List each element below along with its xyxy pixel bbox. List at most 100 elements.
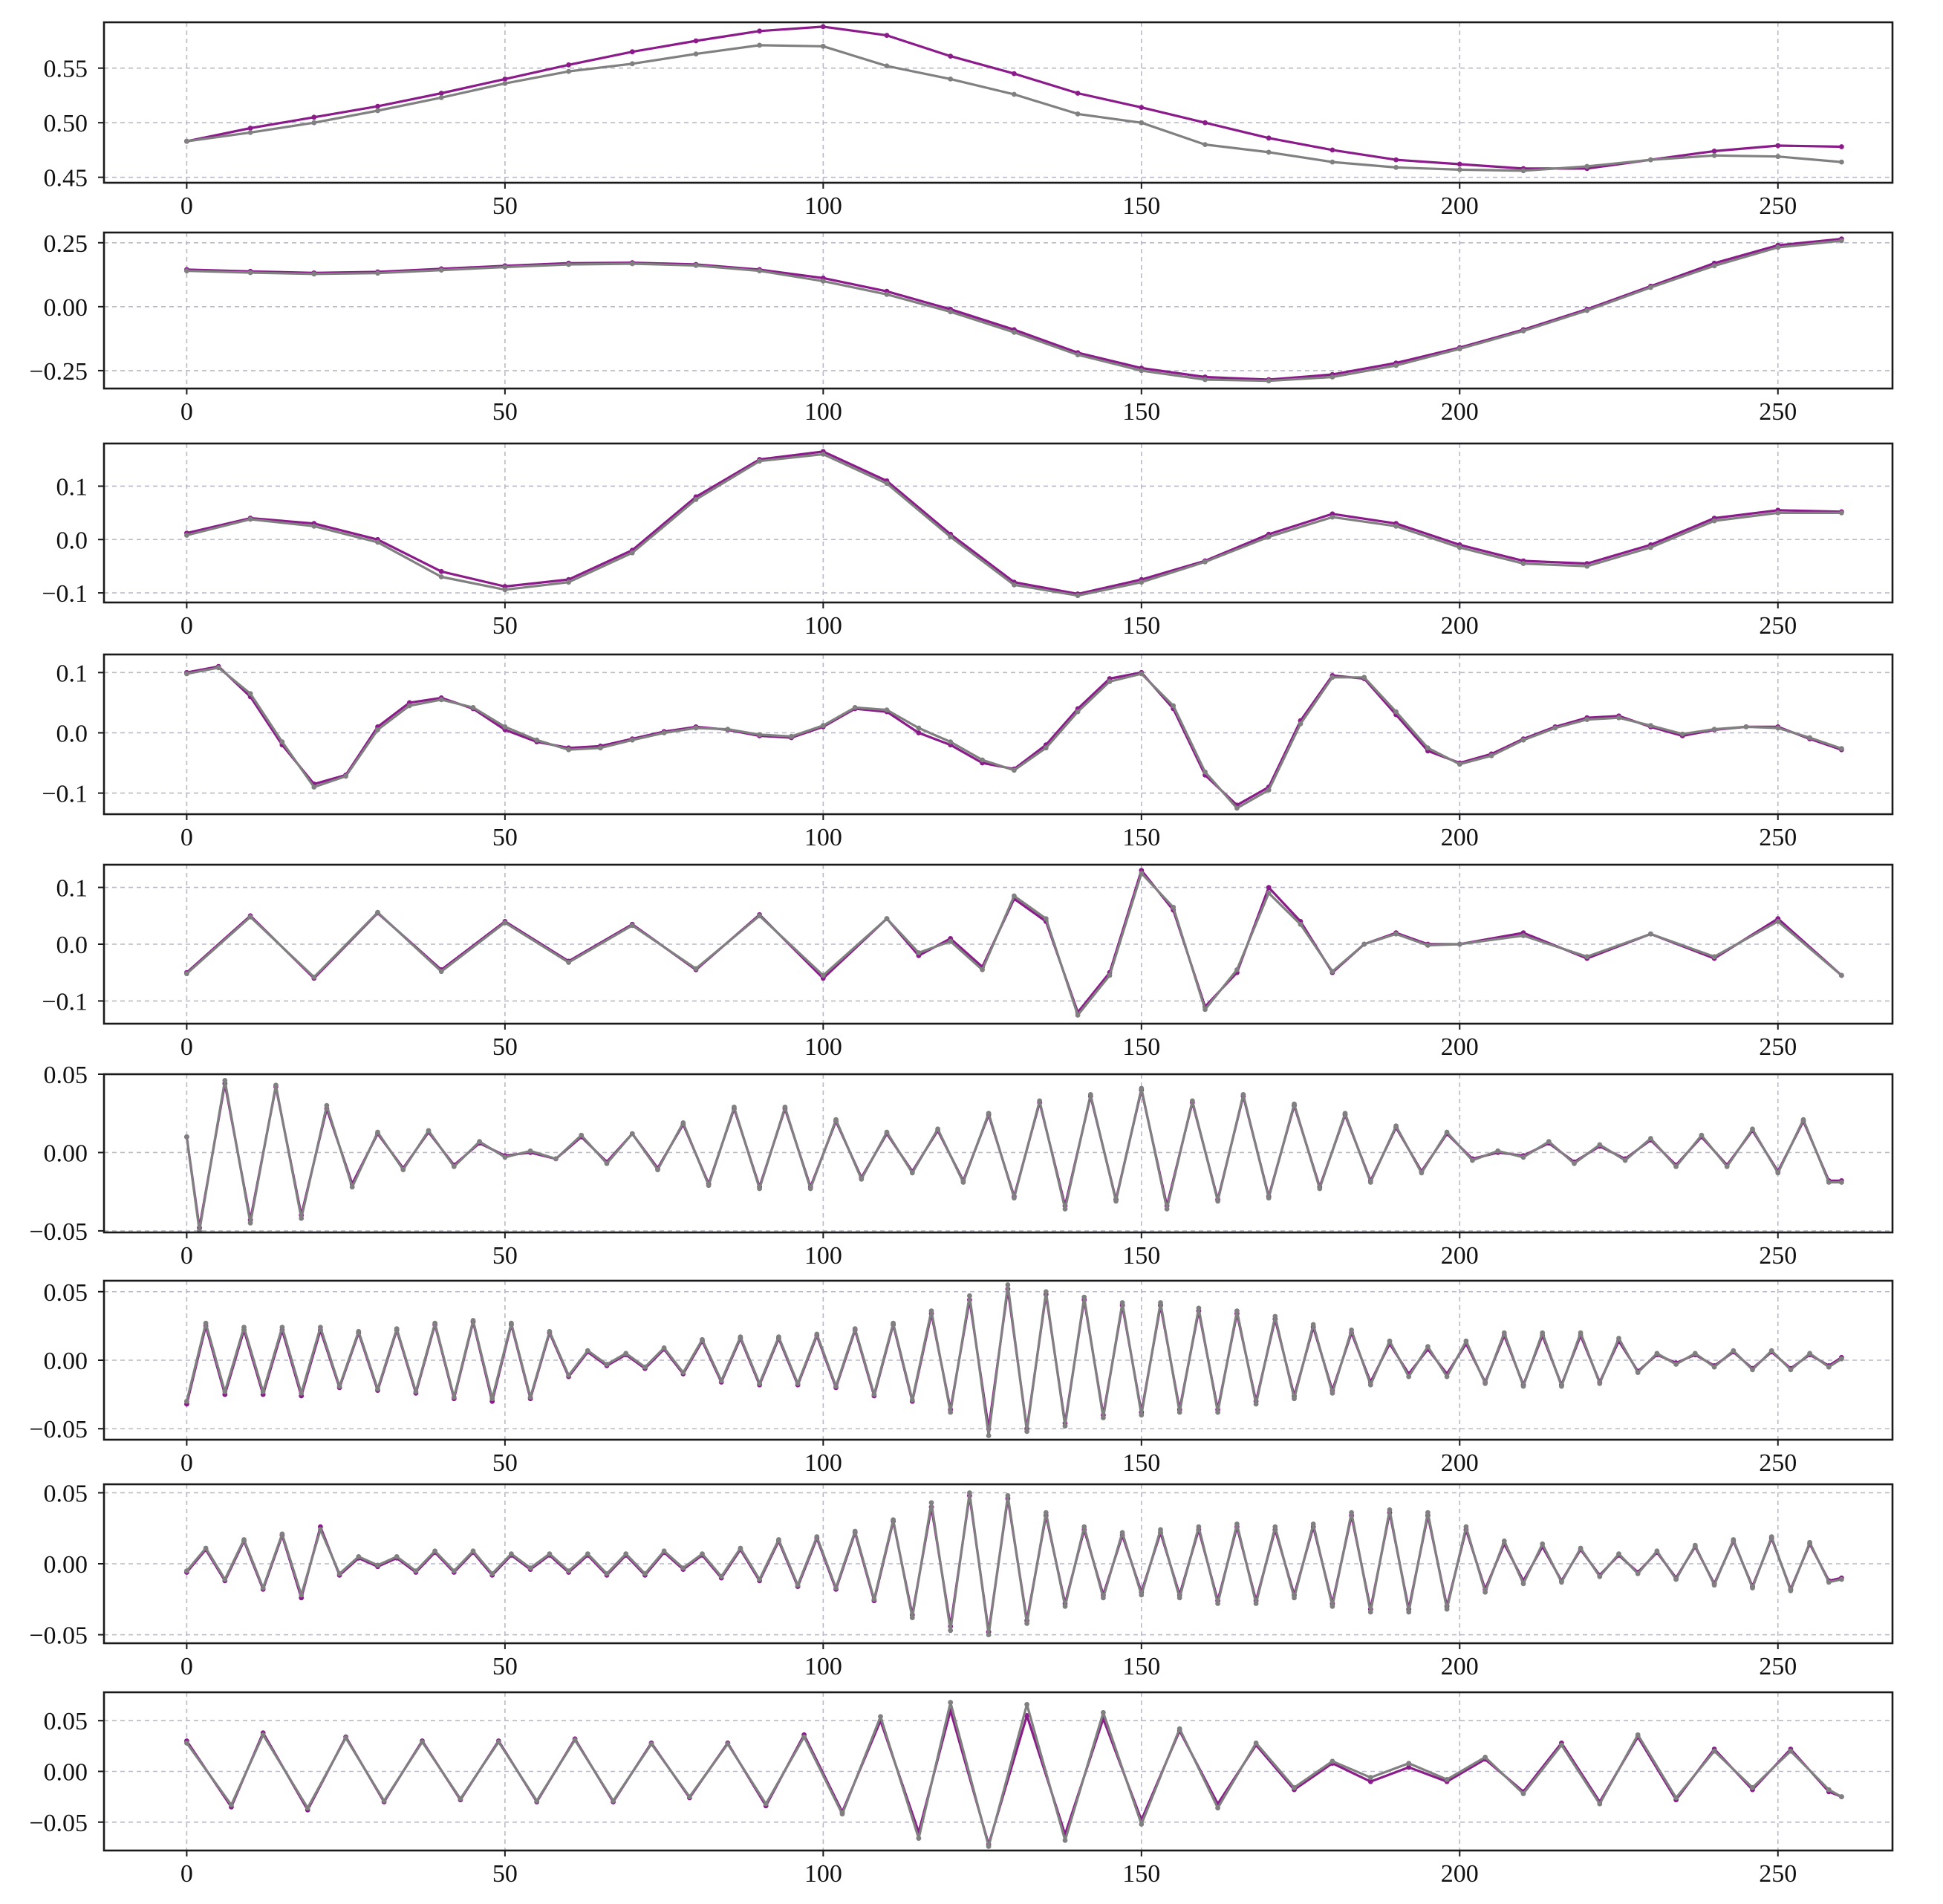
subplot-8: 0 50 100 150 200 250 −0.05 0.00 0.05 [29,1480,1894,1680]
series-2-point [1062,1423,1068,1429]
series-1-point [375,103,380,109]
series-2-point [1176,1595,1182,1601]
series-2-point [725,1741,731,1747]
x-tick-label: 150 [1122,398,1160,426]
series-2-point [629,1131,635,1137]
series-2-point [184,268,189,273]
y-tick-label: 0.45 [44,165,88,192]
series-line-2 [186,1491,1842,1637]
series-2-point [509,1320,514,1326]
series-1-point [1075,91,1081,96]
series-1-point [1711,149,1717,154]
series-2-point [432,1548,437,1554]
series-2-point [279,1531,285,1537]
series-2-point [1616,1336,1621,1341]
series-2-point [1775,154,1781,160]
series-2-point [1711,1364,1717,1370]
series-2-point [757,42,762,48]
series-1-point [916,730,922,735]
series-line-1 [186,1709,1842,1846]
series-1-point [1012,71,1017,77]
series-2-point [642,1571,648,1576]
series-2-point [1075,352,1081,357]
series-2-point [1012,582,1017,588]
x-tick-label: 100 [804,824,842,851]
series-2-point [247,516,253,522]
x-tick-label: 100 [804,1653,842,1680]
x-tick-label: 0 [180,192,193,220]
series-2-point [260,1732,266,1738]
series-2-point [661,730,667,735]
series-2-point [1750,1585,1755,1591]
x-tick-label: 150 [1122,1242,1160,1270]
series-2-point [1075,593,1081,599]
series-2-point [1349,1328,1354,1333]
series-2-point [820,723,826,729]
series-2-point [935,1126,940,1132]
series-2-point [241,1325,247,1330]
series-2-point [1425,943,1431,948]
y-tick-label: −0.05 [29,1622,88,1650]
series-2-point [1648,931,1653,937]
series-2-point [502,724,508,730]
x-tick-label: 200 [1441,824,1479,851]
y-tick-label: −0.05 [29,1810,88,1837]
series-2-point [1750,1126,1755,1132]
series-2-point [1775,510,1781,516]
series-1-point [247,126,253,131]
series-2-point [311,271,317,277]
series-2-point [279,739,285,744]
series-1-point [1266,135,1272,141]
series-2-point [986,1433,992,1438]
x-tick-label: 50 [492,1449,518,1477]
x-tick-label: 250 [1759,612,1797,640]
series-2-point [495,1739,501,1745]
series-2-point [1012,893,1017,899]
x-tick-label: 50 [492,824,518,851]
series-2-point [1673,1164,1679,1169]
series-2-point [1457,545,1462,550]
series-2-point [1826,1364,1832,1370]
series-2-point [1266,149,1272,155]
y-tick-label: 0.0 [56,932,88,959]
series-2-point [807,1186,813,1192]
x-tick-label: 100 [804,192,842,220]
series-2-point [1158,1527,1163,1533]
series-2-point [757,1381,762,1386]
x-tick-label: 150 [1122,1860,1160,1888]
series-2-point [1005,1492,1011,1498]
series-2-point [1584,163,1590,169]
series-2-point [604,1362,610,1367]
series-2-point [1317,1186,1323,1192]
y-tick-label: 0.50 [44,110,88,137]
series-2-point [1406,1761,1412,1767]
series-2-point [1775,244,1781,250]
series-line-2 [185,1079,1842,1232]
series-2-point [1616,715,1621,721]
series-2-point [215,665,221,671]
series-2-point [884,291,890,297]
series-2-point [1266,890,1272,896]
series-2-point [1139,368,1145,374]
series-2-point [1711,1748,1717,1754]
series-2-point [693,725,699,731]
series-2-point [1597,1573,1603,1579]
y-tick-label: 0.00 [44,1759,88,1787]
x-tick-label: 0 [180,824,193,851]
x-tick-label: 150 [1122,192,1160,220]
series-2-point [738,1545,743,1551]
series-2-point [1139,871,1145,876]
series-2-point [1329,1390,1335,1396]
series-2-point [1139,1085,1145,1091]
series-2-point [757,1576,762,1582]
series-2-point [852,1528,858,1534]
series-2-point [1520,328,1526,334]
series-1-point [1457,161,1462,167]
series-2-point [1215,1805,1220,1811]
series-2-point [1101,1595,1106,1601]
series-2-point [1768,1534,1774,1540]
series-2-point [1139,1822,1145,1827]
series-2-point [1012,767,1017,773]
series-2-point [184,671,189,677]
series-2-point [878,1714,883,1720]
